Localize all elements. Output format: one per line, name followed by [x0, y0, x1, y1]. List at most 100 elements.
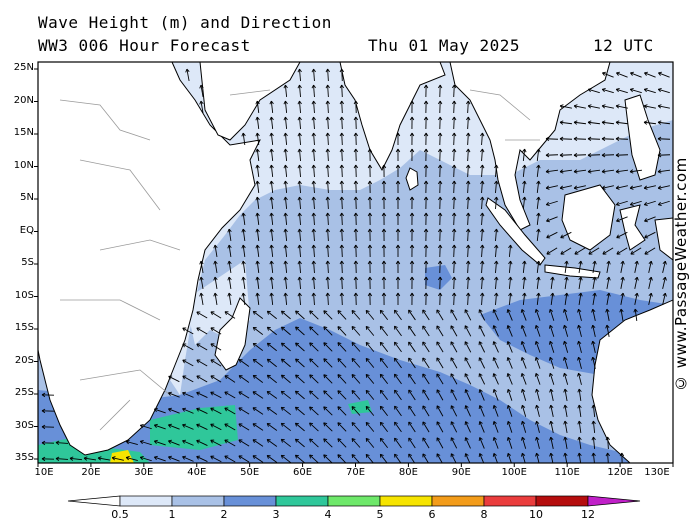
wave-direction-arrow — [629, 185, 642, 190]
wave-direction-arrow — [451, 180, 457, 194]
wave-direction-arrow — [325, 260, 330, 274]
wave-direction-arrow — [381, 260, 387, 274]
wave-direction-arrow — [437, 292, 443, 306]
wave-direction-arrow — [437, 212, 443, 226]
wave-direction-arrow — [492, 357, 499, 369]
wave-direction-arrow — [466, 148, 471, 162]
credit-watermark: © www.PassageWeather.com — [672, 157, 690, 393]
wave-direction-arrow — [280, 438, 292, 448]
southeast-asia-landmass — [449, 62, 611, 231]
wave-direction-arrow — [408, 325, 416, 337]
wave-direction-arrow — [601, 104, 614, 109]
wave-field-2-3m-central — [425, 265, 452, 290]
wave-direction-arrow — [520, 325, 527, 337]
wave-direction-arrow — [506, 436, 513, 449]
wave-direction-arrow — [238, 439, 250, 447]
wave-direction-arrow — [255, 292, 260, 306]
wave-direction-arrow — [196, 327, 208, 335]
wave-direction-arrow — [522, 148, 527, 162]
wave-direction-arrow — [605, 308, 610, 321]
wave-direction-arrow — [238, 423, 250, 431]
wave-direction-arrow — [196, 455, 208, 462]
wave-direction-arrow — [153, 423, 166, 430]
wave-direction-arrow — [297, 212, 302, 226]
wave-direction-arrow — [311, 260, 316, 274]
wave-direction-arrow — [280, 454, 292, 463]
wave-direction-arrow — [395, 212, 401, 226]
wave-direction-arrow — [199, 84, 204, 97]
wave-direction-arrow — [309, 406, 319, 416]
wave-direction-arrow — [311, 68, 316, 82]
wave-direction-arrow — [437, 196, 443, 210]
wave-direction-arrow — [241, 260, 246, 274]
wave-direction-arrow — [224, 407, 236, 415]
colorbar-tick-label: 10 — [529, 508, 543, 521]
wave-direction-arrow — [564, 292, 569, 306]
wave-direction-arrow — [394, 325, 402, 337]
wave-direction-arrow — [437, 148, 443, 162]
wave-direction-arrow — [210, 439, 222, 447]
wave-direction-arrow — [269, 228, 274, 242]
wave-direction-arrow — [311, 244, 316, 258]
wave-direction-arrow — [606, 276, 611, 289]
wave-direction-arrow — [657, 87, 670, 94]
wave-direction-arrow — [592, 260, 597, 273]
wave-direction-arrow — [269, 132, 274, 146]
wave-direction-arrow — [196, 343, 208, 351]
wave-direction-arrow — [480, 164, 485, 178]
wave-direction-arrow — [182, 327, 194, 335]
wave-direction-arrow — [266, 391, 278, 399]
wave-direction-arrow — [601, 120, 615, 125]
wave-direction-arrow — [620, 292, 625, 305]
wave-direction-arrow — [168, 455, 180, 462]
wave-direction-arrow — [559, 120, 573, 125]
wave-direction-arrow — [266, 342, 277, 352]
wave-direction-arrow — [351, 326, 361, 336]
wave-direction-arrow — [591, 436, 596, 450]
wave-direction-arrow — [266, 326, 277, 336]
wave-direction-arrow — [408, 453, 416, 463]
wave-direction-arrow — [422, 389, 430, 401]
wave-direction-arrow — [605, 324, 610, 337]
wave-direction-arrow — [337, 326, 347, 336]
wave-direction-arrow — [450, 325, 458, 337]
wave-direction-arrow — [210, 311, 222, 319]
wave-direction-arrow — [283, 100, 288, 114]
wave-direction-arrow — [323, 438, 333, 448]
wave-direction-arrow — [423, 116, 429, 130]
longitude-label: 110E — [554, 467, 580, 478]
latitude-label: 5S — [21, 257, 34, 268]
wave-direction-arrow — [436, 389, 444, 401]
wave-direction-arrow — [210, 327, 222, 335]
wave-direction-arrow — [506, 420, 513, 433]
wave-direction-arrow — [252, 455, 264, 463]
wave-direction-arrow — [508, 244, 513, 258]
wave-direction-arrow — [545, 152, 559, 158]
wave-direction-arrow — [168, 439, 180, 446]
wave-direction-arrow — [283, 228, 288, 242]
wave-direction-arrow — [534, 356, 541, 369]
wave-direction-arrow — [437, 276, 443, 290]
wave-direction-arrow — [252, 391, 264, 399]
wave-direction-arrow — [337, 358, 347, 368]
wave-direction-arrow — [549, 420, 554, 433]
wave-direction-arrow — [353, 116, 359, 130]
wave-direction-arrow — [534, 340, 541, 353]
wave-direction-arrow — [629, 87, 642, 94]
wave-direction-arrow — [69, 456, 83, 461]
wave-direction-arrow — [283, 196, 288, 210]
wave-direction-arrow — [255, 148, 260, 162]
wave-direction-arrow — [365, 453, 374, 463]
wave-direction-arrow — [365, 325, 375, 336]
wave-direction-arrow — [255, 244, 260, 258]
wave-direction-arrow — [325, 84, 330, 98]
wave-direction-arrow — [365, 389, 375, 400]
wave-direction-arrow — [199, 100, 204, 113]
wave-direction-arrow — [255, 212, 260, 226]
wave-direction-arrow — [466, 260, 471, 274]
wave-direction-arrow — [339, 212, 345, 226]
wave-direction-arrow — [241, 292, 246, 306]
wave-direction-arrow — [662, 276, 667, 289]
wave-direction-arrow — [252, 358, 264, 367]
wave-direction-arrow — [616, 231, 628, 239]
